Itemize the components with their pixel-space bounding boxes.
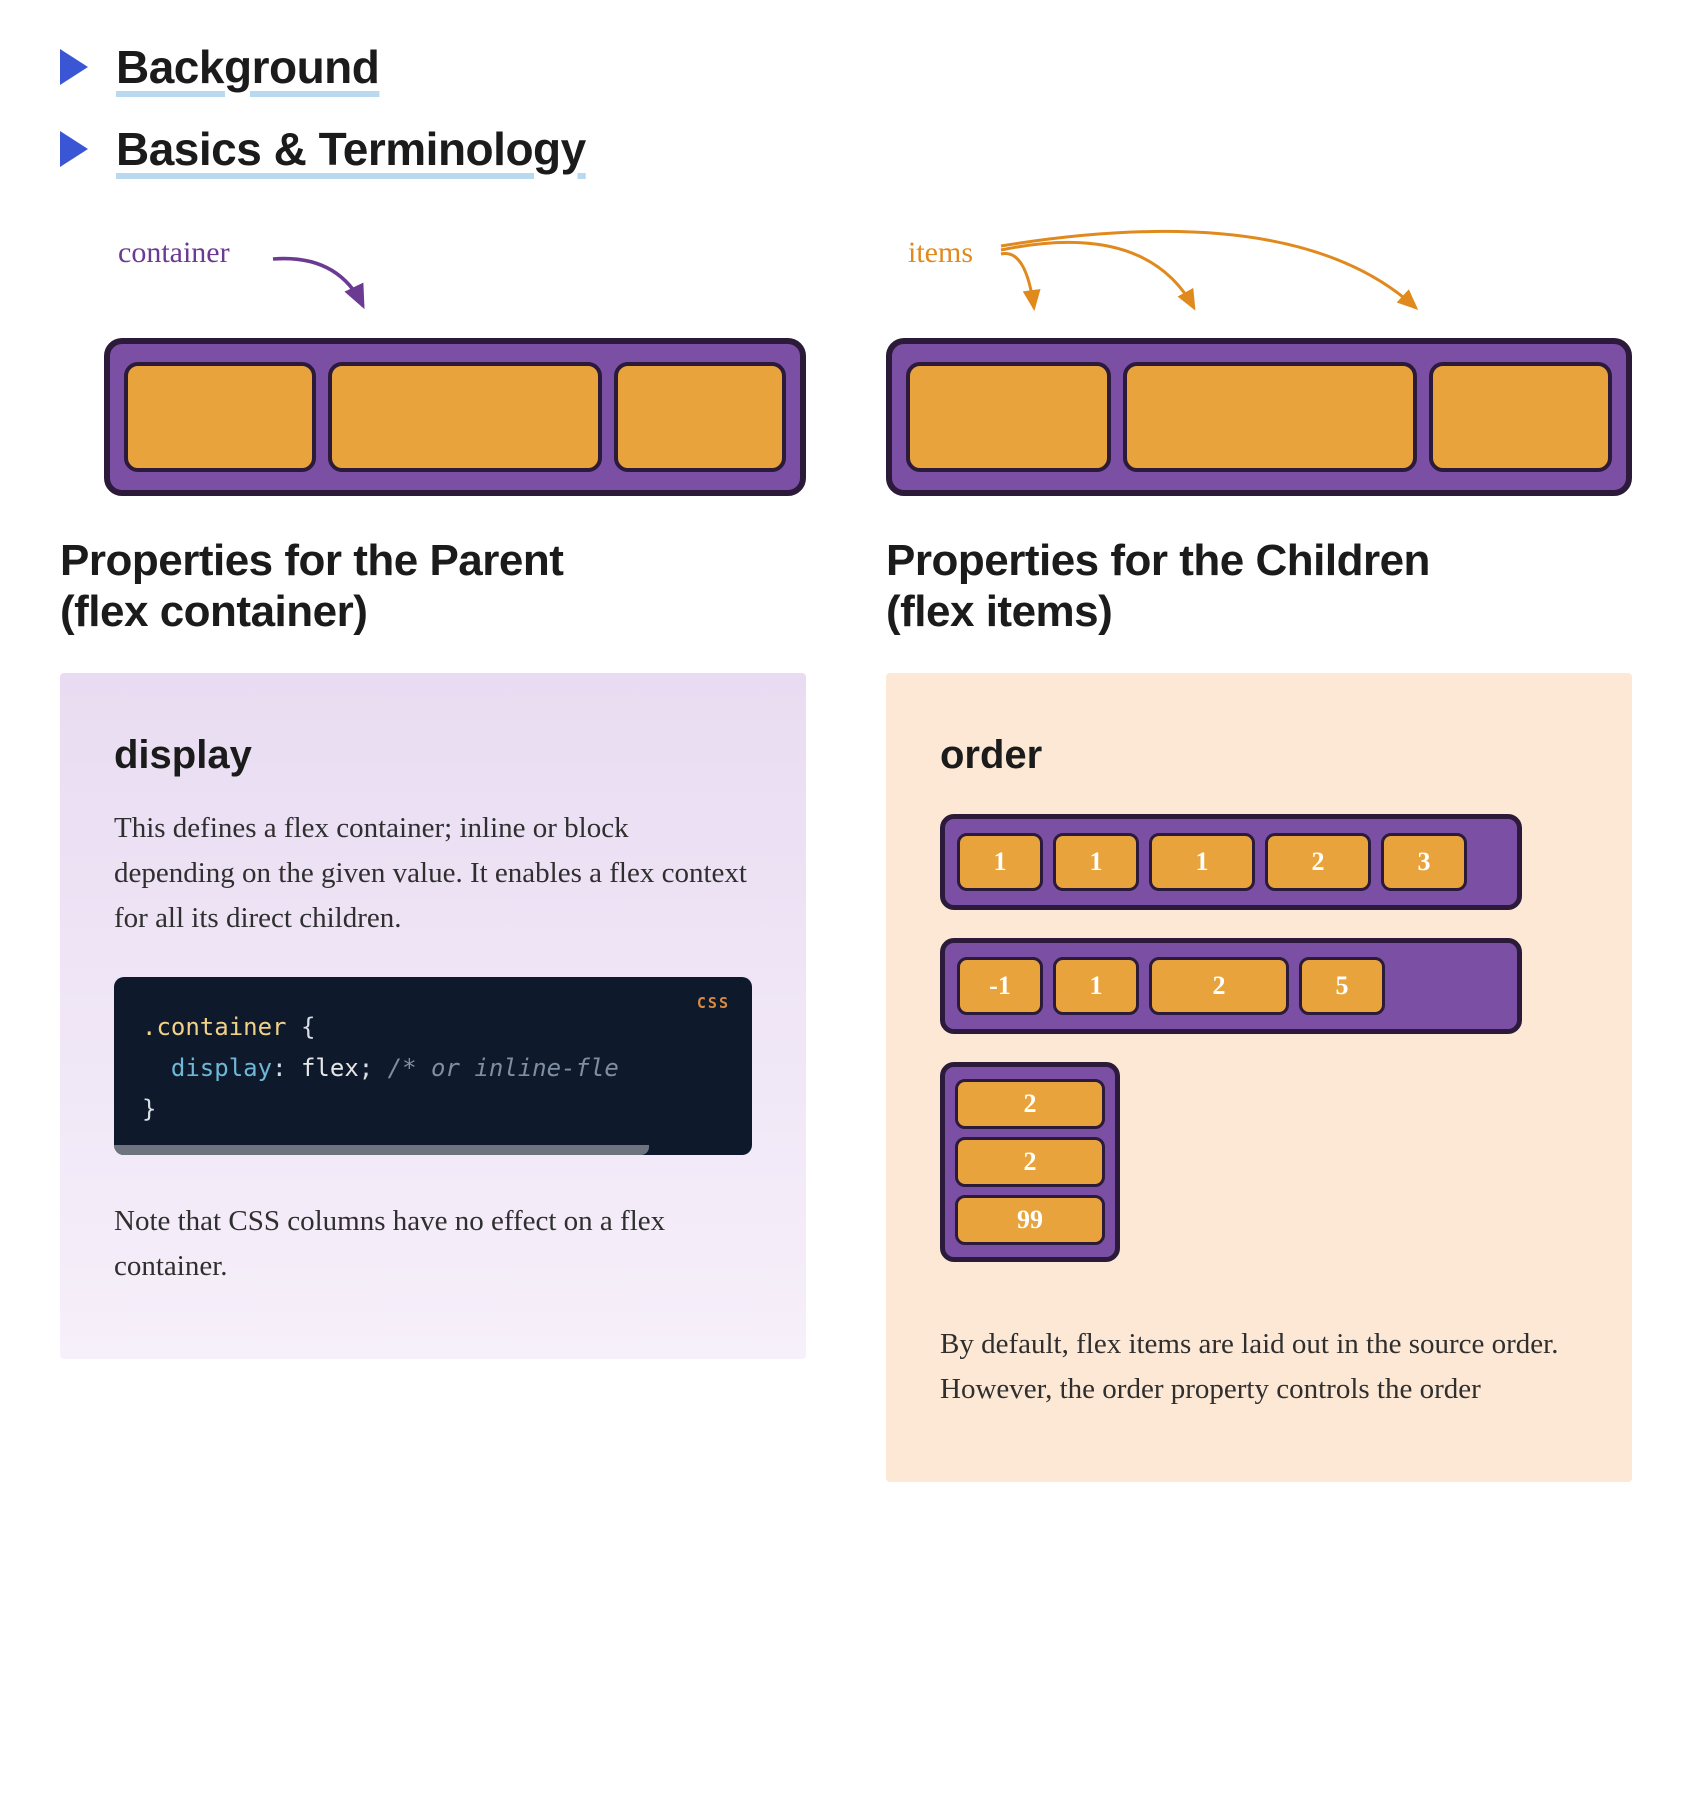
items-illustration: items	[886, 236, 1632, 496]
order-cell: 1	[1149, 833, 1255, 891]
flex-items-demo	[886, 338, 1632, 496]
flex-item-box	[124, 362, 316, 472]
section-header-background[interactable]: Background	[60, 40, 1632, 94]
order-cell: 5	[1299, 957, 1385, 1015]
left-column: container Properties for the Parent (fle…	[60, 236, 806, 1482]
children-properties-heading: Properties for the Children (flex items)	[886, 536, 1632, 637]
order-cell: 99	[955, 1195, 1105, 1245]
columns-wrapper: container Properties for the Parent (fle…	[60, 236, 1632, 1482]
order-row-1: 1 1 1 2 3	[940, 814, 1522, 910]
order-cell: 1	[957, 833, 1043, 891]
order-cell: 2	[1149, 957, 1289, 1015]
code-token: flex	[301, 1054, 359, 1082]
right-column: items Properties for the Children (flex …	[886, 236, 1632, 1482]
property-note: Note that CSS columns have no effect on …	[114, 1199, 752, 1289]
order-cell: 2	[955, 1079, 1105, 1129]
order-cell: 3	[1381, 833, 1467, 891]
flex-item-box	[614, 362, 786, 472]
order-cell-empty	[1395, 957, 1485, 1015]
horizontal-scrollbar[interactable]	[114, 1145, 649, 1155]
property-title: order	[940, 733, 1578, 778]
property-description: This defines a flex container; inline or…	[114, 806, 752, 941]
arrow-icon	[268, 244, 388, 324]
property-title: display	[114, 733, 752, 778]
items-label: items	[908, 236, 973, 270]
order-property-card: order 1 1 1 2 3 -1 1 2 5	[886, 673, 1632, 1482]
code-block: CSS .container { display: flex; /* or in…	[114, 977, 752, 1155]
section-title: Basics & Terminology	[116, 122, 586, 176]
code-line: .container {	[142, 1007, 724, 1048]
code-token: :	[272, 1054, 301, 1082]
code-token: ;	[359, 1054, 388, 1082]
order-cell: 2	[1265, 833, 1371, 891]
order-cell: 2	[955, 1137, 1105, 1187]
code-line: display: flex; /* or inline-fle	[142, 1048, 724, 1089]
order-row-2: -1 1 2 5	[940, 938, 1522, 1034]
display-property-card: display This defines a flex container; i…	[60, 673, 806, 1359]
arrows-icon	[996, 230, 1516, 340]
order-cell: 1	[1053, 957, 1139, 1015]
code-token: display	[171, 1054, 272, 1082]
flex-item-box	[1429, 362, 1612, 472]
code-token: {	[301, 1013, 315, 1041]
order-column: 2 2 99	[940, 1062, 1120, 1262]
order-cell: 1	[1053, 833, 1139, 891]
code-token: }	[142, 1095, 156, 1123]
section-title: Background	[116, 40, 379, 94]
code-token: /* or inline-fle	[388, 1054, 619, 1082]
parent-properties-heading: Properties for the Parent (flex containe…	[60, 536, 806, 637]
order-diagram: 1 1 1 2 3 -1 1 2 5 2 2 99	[940, 814, 1578, 1262]
order-cell: -1	[957, 957, 1043, 1015]
section-header-basics[interactable]: Basics & Terminology	[60, 122, 1632, 176]
flex-container-demo	[104, 338, 806, 496]
code-language-badge: CSS	[697, 991, 730, 1017]
flex-item-box	[1123, 362, 1416, 472]
code-line: }	[142, 1089, 724, 1130]
expand-triangle-icon	[60, 131, 88, 167]
property-description: By default, flex items are laid out in t…	[940, 1322, 1578, 1412]
code-token: .container	[142, 1013, 287, 1041]
expand-triangle-icon	[60, 49, 88, 85]
flex-item-box	[328, 362, 602, 472]
container-illustration: container	[60, 236, 806, 496]
container-label: container	[118, 236, 230, 270]
flex-item-box	[906, 362, 1111, 472]
